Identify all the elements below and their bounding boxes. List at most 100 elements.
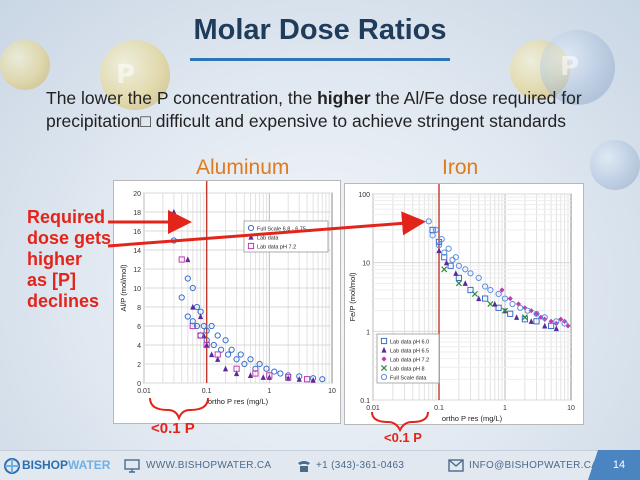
data-point: [237, 351, 244, 358]
data-point: [548, 318, 554, 324]
subtitle-text-start: The lower the P concentration, the: [46, 88, 318, 108]
data-point: [462, 280, 468, 286]
data-point: [487, 300, 494, 308]
data-point: [455, 274, 462, 282]
data-point: [285, 374, 292, 381]
data-point: [208, 322, 215, 330]
email-link[interactable]: INFO@BISHOPWATER.CA: [469, 460, 599, 471]
x-tick-label: 0.01: [137, 388, 151, 395]
data-point: [215, 356, 221, 362]
background-bubble: [510, 40, 570, 100]
data-point: [517, 304, 524, 311]
data-point: [482, 283, 489, 290]
data-point: [178, 256, 185, 263]
data-point: [256, 360, 263, 368]
subtitle-text-end: the Al/Fe dose required for precipitatio…: [46, 88, 582, 131]
data-point: [228, 346, 235, 353]
aluminum-chart-panel: 0 2 4 6 8 10 12 14 16 18 20 0.01 0.1 1 10 ortho P res (…: [113, 180, 341, 424]
data-point: [509, 300, 516, 308]
data-point: [233, 370, 240, 377]
legend-entry: Lab data pH 6.5: [390, 349, 429, 355]
legend-entry: Full Scale 6.8 - 6.75: [257, 227, 306, 233]
data-point: [263, 365, 270, 372]
data-point: [553, 318, 560, 325]
aluminum-scatter-chart: 0 2 4 6 8 10 12 14 16 18 20 0.01 0.1 1 10 ortho P res (…: [119, 181, 336, 406]
data-point: [471, 290, 478, 297]
y-axis-label: Al/P (mol/mol): [119, 264, 128, 311]
data-point: [501, 307, 509, 314]
x-tick-label: 0.01: [366, 405, 380, 412]
data-point: [247, 372, 254, 378]
data-point: [184, 313, 191, 320]
data-point: [225, 351, 232, 358]
annotation-line: Required: [27, 207, 106, 227]
email-icon: [448, 459, 464, 472]
y-tick-label: 100: [358, 192, 370, 199]
legend-entry: Lab data pH 6.0: [390, 340, 429, 346]
data-point: [495, 304, 502, 311]
data-point: [495, 290, 502, 298]
background-bubble: [100, 40, 170, 110]
y-tick-label: 10: [362, 261, 370, 268]
data-point: [189, 284, 196, 292]
title-underline: [190, 58, 450, 61]
data-point: [203, 327, 210, 334]
data-point: [241, 360, 248, 368]
data-point: [436, 247, 442, 254]
y-tick-label: 18: [133, 210, 141, 217]
data-point: [222, 337, 229, 344]
page-number-tab: [588, 450, 598, 480]
company-logo: BISHOPWATER: [22, 458, 110, 472]
x-axis-label: ortho P res (mg/L): [208, 397, 269, 406]
data-point: [475, 274, 482, 282]
data-point: [209, 351, 215, 358]
annotation-line: higher: [27, 249, 83, 269]
page-number: 14: [598, 450, 640, 480]
data-point: [492, 300, 498, 307]
data-point: [453, 270, 459, 276]
data-point: [524, 307, 531, 314]
data-point: [441, 249, 448, 256]
x-tick-label: 10: [328, 388, 336, 395]
background-bubble: [0, 40, 50, 90]
website-link[interactable]: WWW.BISHOPWATER.CA: [146, 460, 272, 471]
aluminum-chart-header: Aluminum: [196, 156, 290, 179]
data-point: [561, 320, 568, 327]
legend-marker: [380, 337, 388, 345]
data-point: [533, 318, 540, 325]
data-point: [214, 332, 221, 339]
data-point: [190, 303, 196, 310]
data-point: [533, 310, 540, 317]
x-tick-label: 0.1: [434, 405, 444, 412]
data-point: [425, 218, 432, 225]
y-axis-label: Fe/P (mol/mol): [348, 272, 357, 322]
legend-marker: [380, 364, 388, 372]
phone-number[interactable]: +1 (343)-361-0463: [316, 460, 405, 471]
data-point: [178, 294, 185, 301]
x-tick-label: 0.1: [202, 388, 212, 395]
slide-subtitle: The lower the P concentration, the highe…: [46, 87, 616, 133]
data-point: [445, 245, 452, 252]
data-point: [201, 332, 207, 339]
data-point: [222, 365, 229, 372]
logo-part1: BISHOP: [22, 458, 69, 472]
logo-part2: WATER: [68, 458, 111, 472]
data-point: [542, 322, 548, 329]
data-point: [266, 372, 273, 379]
data-point: [197, 332, 204, 339]
data-point: [204, 341, 210, 348]
annotation-line: as [P]: [27, 270, 77, 290]
data-point: [260, 374, 266, 380]
data-point: [203, 341, 210, 349]
x-tick-label: 1: [503, 405, 507, 412]
subtitle-emphasis: higher: [317, 88, 371, 108]
data-point: [482, 295, 489, 302]
data-point: [507, 310, 514, 317]
y-tick-label: 20: [133, 191, 141, 198]
data-point: [200, 322, 207, 330]
data-point: [247, 356, 254, 363]
data-point: [533, 311, 540, 317]
logo-icon: [4, 458, 20, 474]
data-point: [189, 322, 196, 330]
legend-marker: [380, 373, 388, 381]
